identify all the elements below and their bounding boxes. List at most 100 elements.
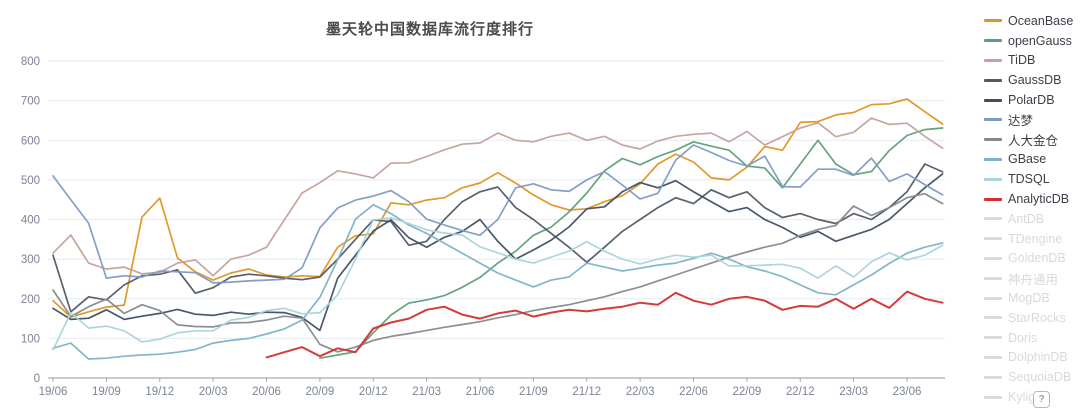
legend-label: TDSQL [1008,172,1050,187]
legend-swatch-icon [984,58,1002,62]
legend-item-PolarDB[interactable]: PolarDB [984,90,1080,110]
legend-item-达梦[interactable]: 达梦 [984,110,1080,130]
x-axis-tick-label: 20/12 [359,386,388,398]
x-axis-tick-label: 22/06 [679,386,708,398]
legend-item-DolphinDB[interactable]: DolphinDB [984,348,1080,368]
series-line-人大金仓 [52,192,944,353]
legend-item-OceanBase[interactable]: OceanBase [984,11,1080,31]
legend-label: OceanBase [1008,13,1074,28]
chart-legend: OceanBase openGauss TiDB GaussDB PolarDB 达梦人大… [984,11,1080,407]
legend-label: 人大金仓 [1008,134,1059,149]
y-axis-tick-label: 300 [21,254,40,266]
y-axis-tick-label: 500 [21,175,40,187]
series-line-OceanBase [52,98,944,318]
legend-label: GaussDB [1008,73,1062,88]
series-line-TDSQL [52,217,944,351]
x-axis-tick-label: 20/06 [252,386,281,398]
y-axis-tick-label: 400 [21,215,40,227]
x-axis-tick-label: 21/09 [519,386,548,398]
legend-swatch-icon [984,157,1002,161]
x-axis-tick-label: 22/09 [732,386,761,398]
legend-label: MogDB [1008,291,1050,306]
legend-swatch-icon [984,237,1002,241]
legend-item-GaussDB[interactable]: GaussDB [984,70,1080,90]
legend-label: GBase [1008,152,1047,167]
x-axis-tick-label: 19/09 [92,386,121,398]
legend-item-TDengine[interactable]: TDengine [984,229,1080,249]
legend-label: openGauss [1008,33,1072,48]
legend-item-Kylige[interactable]: Kylige [984,387,1080,407]
x-axis-tick-label: 21/06 [466,386,495,398]
legend-swatch-icon [984,19,1002,23]
legend-item-SequoiaDB[interactable]: SequoiaDB [984,367,1080,387]
legend-swatch-icon [984,138,1002,142]
series-line-openGauss [319,127,944,360]
legend-label: Doris [1008,330,1038,345]
legend-item-StarRocks[interactable]: StarRocks [984,308,1080,328]
legend-swatch-icon [984,256,1002,260]
legend-item-openGauss[interactable]: openGauss [984,31,1080,51]
series-line-GaussDB [52,163,944,313]
legend-label: 神舟通用 [1008,272,1059,287]
x-axis-tick-label: 23/06 [893,386,922,398]
legend-item-AntDB[interactable]: AntDB [984,209,1080,229]
x-axis-tick-label: 21/12 [572,386,601,398]
legend-item-Doris[interactable]: Doris [984,328,1080,348]
legend-label: GoldenDB [1008,251,1066,266]
legend-swatch-icon [984,336,1002,340]
legend-label: TiDB [1008,53,1036,68]
series-line-达梦 [52,144,944,284]
legend-label: 达梦 [1008,114,1034,129]
x-axis-tick-label: 22/12 [786,386,815,398]
legend-item-TiDB[interactable]: TiDB [984,51,1080,71]
series-line-PolarDB [52,173,944,332]
legend-swatch-icon [984,296,1002,300]
legend-label: AnalyticDB [1008,192,1070,207]
series-line-TiDB [52,117,944,277]
y-axis-tick-label: 600 [21,135,40,147]
legend-swatch-icon [984,276,1002,280]
legend-swatch-icon [984,217,1002,221]
legend-item-人大金仓[interactable]: 人大金仓 [984,130,1080,150]
legend-item-AnalyticDB[interactable]: AnalyticDB [984,189,1080,209]
help-icon[interactable]: ? [1033,391,1050,408]
legend-swatch-icon [984,98,1002,102]
x-axis-tick-label: 23/03 [839,386,868,398]
legend-swatch-icon [984,197,1002,201]
legend-item-GBase[interactable]: GBase [984,150,1080,170]
legend-swatch-icon [984,118,1002,122]
y-axis-tick-label: 200 [21,294,40,306]
legend-swatch-icon [984,316,1002,320]
legend-label: StarRocks [1008,310,1066,325]
legend-swatch-icon [984,395,1002,399]
y-axis-tick-label: 800 [21,56,40,68]
y-axis-tick-label: 0 [34,373,40,385]
legend-label: TDengine [1008,231,1063,246]
legend-swatch-icon [984,78,1002,82]
legend-label: PolarDB [1008,93,1055,108]
x-axis-tick-label: 22/03 [626,386,655,398]
legend-swatch-icon [984,375,1002,379]
x-axis-tick-label: 19/12 [145,386,174,398]
x-axis-tick-label: 20/03 [199,386,228,398]
y-axis-tick-label: 100 [21,333,40,345]
legend-label: DolphinDB [1008,350,1068,365]
x-axis-tick-label: 20/09 [305,386,334,398]
legend-item-TDSQL[interactable]: TDSQL [984,169,1080,189]
x-axis-tick-label: 21/03 [412,386,441,398]
legend-item-神舟通用[interactable]: 神舟通用 [984,268,1080,288]
x-axis-tick-label: 19/06 [39,386,68,398]
legend-label: SequoiaDB [1008,370,1072,385]
legend-item-GoldenDB[interactable]: GoldenDB [984,249,1080,269]
series-line-AnalyticDB [265,290,944,359]
legend-swatch-icon [984,355,1002,359]
series-line-GBase [52,203,944,360]
legend-item-MogDB[interactable]: MogDB [984,288,1080,308]
y-axis-tick-label: 700 [21,96,40,108]
chart-title: 墨天轮中国数据库流行度排行 [325,21,535,38]
legend-label: AntDB [1008,211,1045,226]
legend-swatch-icon [984,39,1002,43]
legend-swatch-icon [984,177,1002,181]
